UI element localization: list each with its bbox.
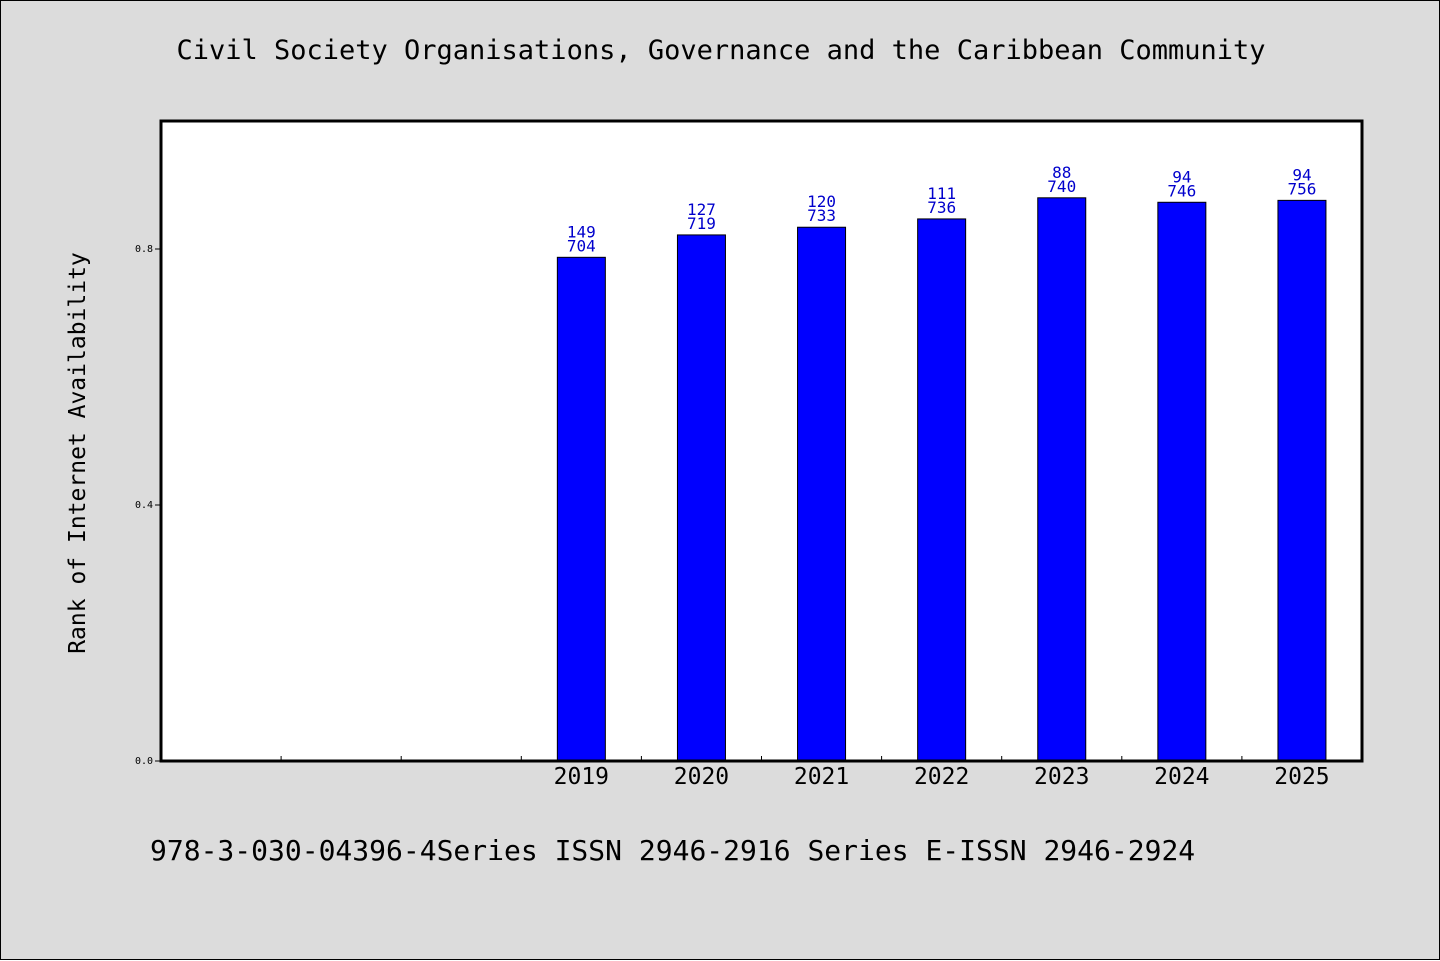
bar [1157,201,1207,762]
bar-value-label: 740 [1047,177,1076,196]
y-tick-label: 0.4 [135,500,153,511]
bar-value-label: 111 [927,184,956,203]
bar-value-label: 94 [1292,165,1311,184]
bar-value-label: 746 [1167,181,1196,200]
bar [676,234,726,762]
bar-value-label: 120 [807,192,836,211]
bar [1277,199,1327,762]
x-tick-label: 2022 [914,764,969,790]
x-tick-label: 2023 [1034,764,1089,790]
chart-title: Civil Society Organisations, Governance … [176,35,1266,66]
plot-frame [159,119,1364,763]
bar-value-label: 733 [807,206,836,225]
bar-value-label: 127 [687,200,716,219]
bar [1037,197,1087,762]
bar-value-label: 719 [687,214,716,233]
bar-value-label: 704 [567,236,596,255]
y-tick-label: 0.0 [135,756,153,767]
bar [797,226,847,762]
x-tick-label: 2021 [794,764,849,790]
y-tick-label: 0.8 [135,244,153,255]
x-tick-label: 2020 [674,764,729,790]
bar-value-label: 149 [567,222,596,241]
bar-value-label: 88 [1052,163,1071,182]
x-tick-label: 2019 [554,764,609,790]
x-tick-label: 2024 [1154,764,1209,790]
bar [556,256,606,762]
bar-value-label: 736 [927,198,956,217]
x-tick-label: 2025 [1274,764,1329,790]
bar-value-label: 94 [1172,167,1191,186]
bar [917,218,967,762]
footer-isbn-issn: 978-3-030-04396-4Series ISSN 2946-2916 S… [150,834,1196,867]
bar-value-label: 756 [1287,179,1316,198]
